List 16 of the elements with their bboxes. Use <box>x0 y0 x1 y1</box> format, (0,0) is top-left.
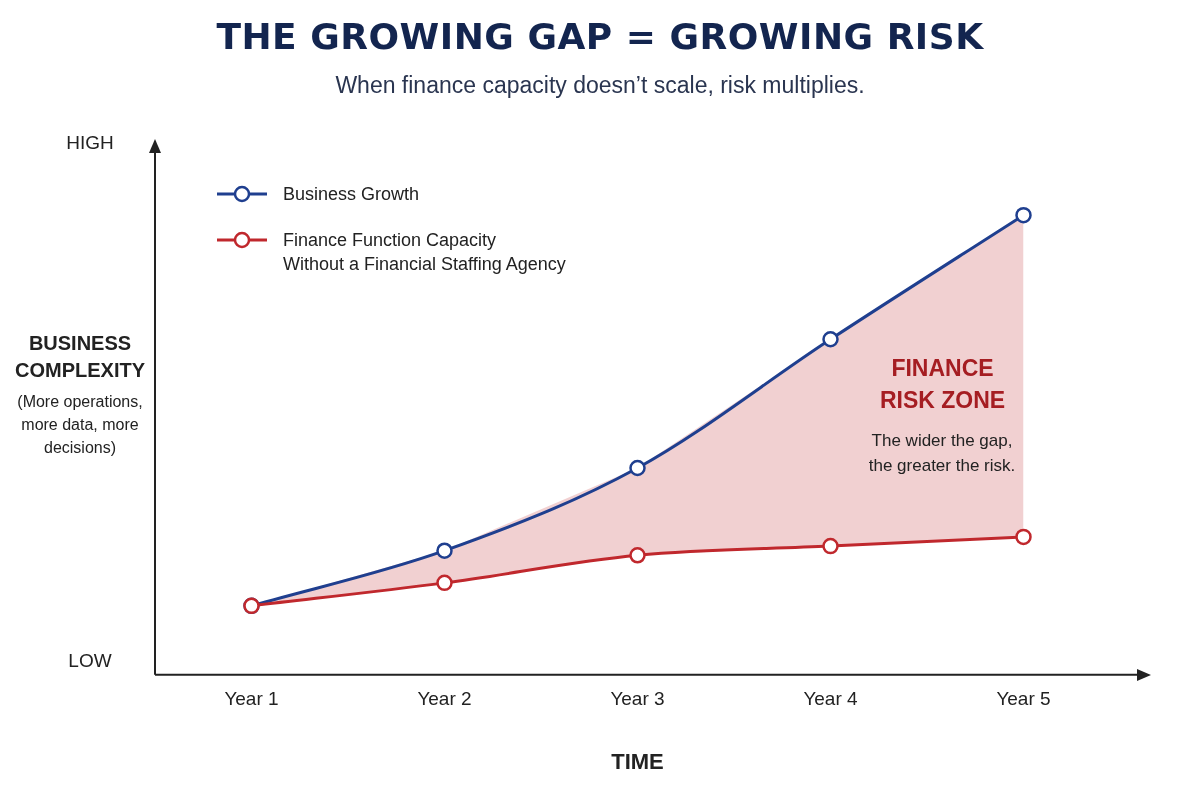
y-axis-title: BUSINESS COMPLEXITY <box>14 331 146 383</box>
text: HIGH <box>65 132 115 154</box>
x-axis-title: TIME <box>611 748 664 774</box>
x-tick-label: Year 2 <box>417 688 472 710</box>
x-tick-label: Year 1 <box>224 688 279 710</box>
text: (More operations, more data, more decisions) <box>16 392 144 458</box>
legend-label: Finance Function Capacity Without a Financial Staffing Agency <box>283 229 566 276</box>
x-tick-label: Year 3 <box>610 688 665 710</box>
annotation: The wider the gap, the greater the risk. <box>867 430 1017 477</box>
text: LOW <box>67 649 113 672</box>
x-tick-label: Year 5 <box>996 688 1051 710</box>
annotation: FINANCE RISK ZONE <box>878 354 1007 415</box>
legend-label: Business Growth <box>283 183 420 206</box>
chart-subtitle: When finance capacity doesn’t scale, risk multiplies. <box>334 72 866 99</box>
chart-title: THE GROWING GAP = GROWING RISK <box>215 16 985 57</box>
x-tick-label: Year 4 <box>803 688 859 710</box>
